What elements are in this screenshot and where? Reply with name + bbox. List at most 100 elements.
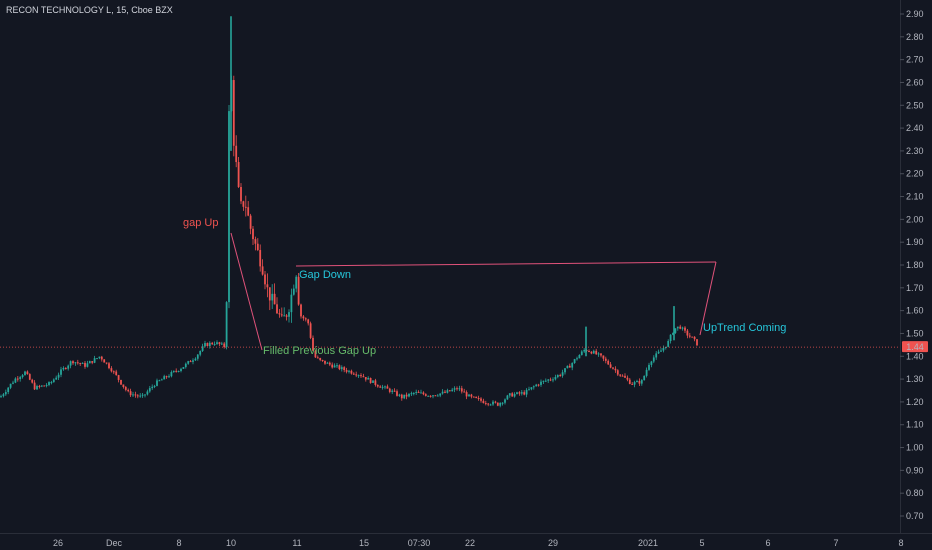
candle-body bbox=[108, 363, 110, 369]
candle-body bbox=[218, 342, 221, 345]
candle-body bbox=[288, 312, 290, 317]
candle-body bbox=[225, 302, 228, 348]
candle-body bbox=[223, 343, 226, 348]
candle-body bbox=[412, 392, 415, 394]
candle-body bbox=[266, 284, 269, 288]
candle-body bbox=[446, 390, 449, 393]
candle-body bbox=[367, 378, 370, 380]
candle-body bbox=[381, 386, 384, 388]
candle-body bbox=[290, 294, 293, 313]
candle-body bbox=[420, 392, 422, 394]
x-axis-ticks: 26 Dec 8 10 11 15 07:30 22 29 2021 5 6 7 8 bbox=[53, 538, 904, 548]
candle-body bbox=[136, 395, 139, 397]
candle-body bbox=[480, 398, 482, 401]
candle-body bbox=[189, 361, 192, 363]
candle-body bbox=[472, 396, 475, 398]
candle-body bbox=[211, 342, 214, 345]
candle-body bbox=[530, 387, 533, 390]
candle-body bbox=[643, 375, 646, 381]
candle-body bbox=[268, 287, 271, 301]
candle-body bbox=[554, 377, 557, 380]
candle-body bbox=[4, 392, 7, 395]
candle-body bbox=[393, 390, 396, 392]
candle-body bbox=[561, 372, 564, 376]
x-tick-label: 5 bbox=[699, 538, 704, 548]
candle-body bbox=[669, 334, 672, 342]
candle-body bbox=[405, 394, 408, 397]
candle-body bbox=[578, 354, 581, 359]
candle-body bbox=[124, 387, 127, 390]
candle-body bbox=[165, 376, 168, 378]
candle-body bbox=[45, 385, 48, 387]
candle-body bbox=[542, 380, 545, 382]
candle-body bbox=[348, 370, 350, 372]
candle-body bbox=[691, 336, 694, 338]
candle-body bbox=[340, 367, 343, 370]
candle-body bbox=[602, 355, 605, 359]
gap-up-trendline bbox=[230, 232, 263, 351]
candle-body bbox=[652, 357, 655, 362]
candle-body bbox=[127, 389, 130, 392]
candles-layer bbox=[0, 16, 698, 408]
y-tick-label: 1.30 bbox=[906, 374, 924, 384]
candle-body bbox=[520, 392, 523, 394]
candle-body bbox=[487, 403, 490, 405]
candle-body bbox=[79, 363, 82, 365]
x-tick-label: 22 bbox=[465, 538, 475, 548]
candle-body bbox=[192, 360, 194, 362]
candle-body bbox=[667, 341, 670, 347]
x-tick-label: 10 bbox=[226, 538, 236, 548]
candle-body bbox=[460, 388, 463, 392]
y-tick-label: 1.20 bbox=[906, 397, 924, 407]
candle-body bbox=[484, 403, 487, 405]
candle-body bbox=[24, 371, 26, 376]
candle-body bbox=[499, 402, 502, 406]
candle-body bbox=[307, 319, 310, 324]
candle-body bbox=[508, 393, 511, 396]
candle-body bbox=[122, 384, 125, 388]
candle-body bbox=[321, 359, 324, 361]
candle-body bbox=[139, 395, 142, 397]
candle-body bbox=[648, 364, 650, 370]
candle-body bbox=[153, 385, 156, 387]
candle-body bbox=[624, 375, 626, 378]
candle-body bbox=[580, 351, 583, 355]
candle-body bbox=[326, 362, 329, 364]
candle-body bbox=[72, 361, 74, 364]
candle-body bbox=[432, 395, 434, 397]
candle-body bbox=[60, 369, 62, 375]
candle-body bbox=[684, 327, 686, 331]
candle-body bbox=[660, 350, 662, 352]
candle-body bbox=[316, 357, 319, 359]
candle-body bbox=[199, 350, 202, 355]
candle-body bbox=[62, 367, 65, 370]
candle-body bbox=[295, 276, 298, 289]
candle-body bbox=[184, 363, 187, 368]
candle-body bbox=[271, 293, 274, 301]
candle-body bbox=[285, 315, 288, 317]
candle-body bbox=[151, 386, 154, 389]
candle-body bbox=[228, 111, 230, 303]
candle-body bbox=[28, 374, 31, 380]
candle-body bbox=[69, 361, 72, 366]
candle-body bbox=[631, 383, 634, 385]
y-tick-label: 2.20 bbox=[906, 169, 924, 179]
candle-body bbox=[492, 401, 494, 405]
candle-body bbox=[117, 375, 120, 380]
y-axis-ticks: 2.90 2.80 2.70 2.60 2.50 2.40 2.30 2.20 2.10 2.00… bbox=[900, 9, 924, 521]
candle-body bbox=[410, 393, 413, 395]
candle-body bbox=[273, 293, 276, 305]
candle-body bbox=[237, 162, 240, 187]
candle-body bbox=[170, 372, 173, 377]
candle-body bbox=[48, 382, 50, 386]
candle-body bbox=[614, 368, 617, 371]
candle-body bbox=[276, 304, 278, 314]
candle-body bbox=[374, 380, 377, 385]
candle-body bbox=[357, 375, 360, 377]
candle-body bbox=[254, 239, 257, 244]
candle-body bbox=[259, 250, 262, 267]
candle-body bbox=[576, 358, 578, 360]
y-tick-label: 1.00 bbox=[906, 443, 924, 453]
y-tick-label: 0.80 bbox=[906, 488, 924, 498]
